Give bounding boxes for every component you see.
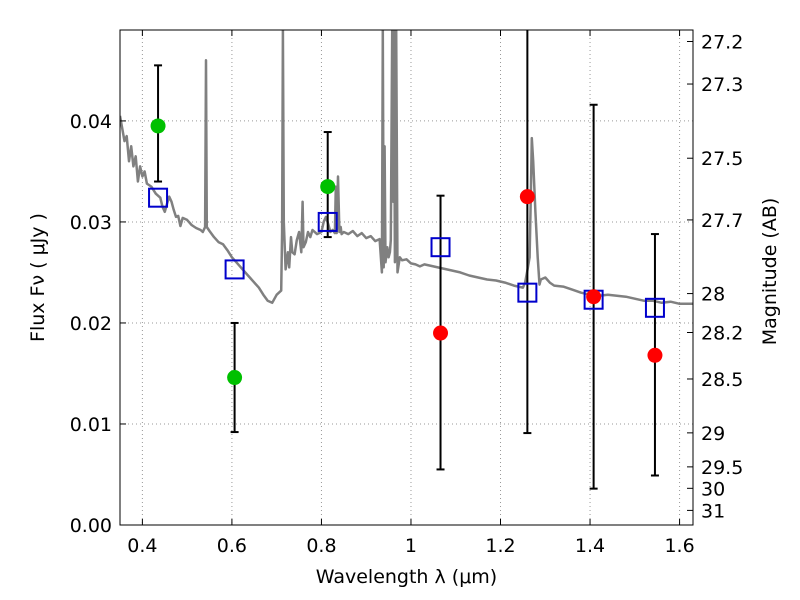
right-tick-label: 27.3 xyxy=(701,74,743,96)
y-tick-label: 0.01 xyxy=(70,414,112,436)
right-tick-label: 29.5 xyxy=(701,457,743,479)
observed-point-green xyxy=(227,370,243,386)
right-tick-label: 27.2 xyxy=(701,31,743,53)
x-axis-label: Wavelength λ (μm) xyxy=(316,566,497,588)
model-photometry-square xyxy=(517,282,538,303)
right-tick-label: 27.5 xyxy=(701,148,743,170)
observed-point-red xyxy=(433,325,449,341)
x-tick-label: 1.4 xyxy=(575,535,605,557)
observed-point-red xyxy=(586,289,602,305)
x-tick-label: 0.8 xyxy=(306,535,336,557)
model-photometry-square xyxy=(224,259,245,280)
x-tick-label: 1.6 xyxy=(664,535,694,557)
x-tick-label: 0.6 xyxy=(217,535,247,557)
observed-point-red xyxy=(647,347,663,363)
model-spectrum-line xyxy=(120,30,693,306)
observed-point-red xyxy=(519,189,535,205)
y-tick-label: 0.04 xyxy=(70,111,112,133)
right-tick-label: 28.2 xyxy=(701,323,743,345)
y-tick-label: 0.03 xyxy=(70,212,112,234)
right-tick-label: 30 xyxy=(701,478,725,500)
y-tick-label: 0.02 xyxy=(70,313,112,335)
model-photometry-square xyxy=(430,237,451,258)
y-tick-label: 0.00 xyxy=(70,515,112,537)
model-photometry-square xyxy=(644,297,665,318)
x-tick-label: 1 xyxy=(405,535,417,557)
right-tick-label: 28 xyxy=(701,284,725,306)
model-photometry-square xyxy=(317,211,338,232)
observed-point-green xyxy=(150,118,166,134)
right-tick-label: 29 xyxy=(701,423,725,445)
right-tick-label: 31 xyxy=(701,500,725,522)
axis-ticks xyxy=(120,30,693,526)
plot-frame xyxy=(119,29,694,526)
y-axis-label: Flux Fν ( μJy ) xyxy=(27,213,49,342)
observed-point-green xyxy=(320,179,336,195)
tick-labels: 0.4 0.6 0.8 1 1.2 1.4 1.6 0.00 0.01 0.02 0.03 0.04 2… xyxy=(70,31,744,557)
right-tick-label: 28.5 xyxy=(701,369,743,391)
model-photometry-square xyxy=(148,187,169,208)
model-spectrum xyxy=(120,30,693,306)
grid xyxy=(120,30,693,526)
x-tick-label: 1.2 xyxy=(485,535,515,557)
x-tick-label: 0.4 xyxy=(127,535,157,557)
right-tick-label: 27.7 xyxy=(701,210,743,232)
data-points xyxy=(148,118,665,386)
right-axis-label: Magnitude (AB) xyxy=(759,198,781,346)
